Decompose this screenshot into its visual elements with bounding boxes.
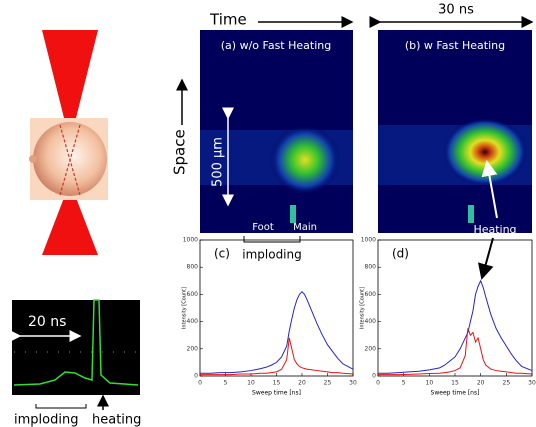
time-label: Time [209, 11, 247, 29]
inset-imploding: imploding [14, 413, 78, 427]
foot-label: Foot [252, 222, 274, 233]
y-axis-label: Intensity [Count] [182, 287, 188, 329]
y-tick-label: 400 [187, 318, 199, 325]
x-axis-label: Sweep time [ns] [431, 390, 480, 397]
inset-span: 20 ns [28, 314, 66, 330]
series-line [200, 337, 354, 376]
series-line [378, 279, 533, 374]
panel-label: (d) [392, 247, 409, 261]
panel-label: (a) w/o Fast Heating [221, 39, 331, 52]
x-tick-label: 30 [528, 380, 536, 387]
scale-label: 500 μm [211, 137, 226, 187]
heating-label: Heating [473, 223, 516, 236]
streak-image-b: (b) w Fast Heating Heating [378, 30, 532, 236]
x-tick-label: 15 [451, 380, 459, 387]
y-tick-label: 1000 [183, 237, 198, 244]
y-tick-label: 0 [194, 373, 198, 380]
x-tick-label: 0 [198, 380, 202, 387]
streak-image-a: (a) w/o Fast Heating 500 μm Foot Main [200, 30, 353, 233]
panel-label: (b) w Fast Heating [405, 39, 505, 52]
x-tick-label: 5 [224, 380, 228, 387]
y-tick-label: 600 [365, 291, 377, 298]
target-illustration [29, 30, 108, 255]
y-tick-label: 400 [365, 318, 377, 325]
inset-trace: 20 ns imploding heating [9, 299, 141, 427]
series-line [378, 328, 533, 376]
x-tick-label: 20 [477, 380, 485, 387]
y-tick-label: 0 [372, 373, 376, 380]
x-tick-label: 5 [402, 380, 406, 387]
x-tick-label: 10 [426, 380, 434, 387]
inset-heating: heating [92, 413, 141, 427]
x-tick-label: 25 [503, 380, 511, 387]
x-tick-label: 30 [349, 380, 357, 387]
y-tick-label: 200 [365, 345, 377, 352]
y-axis-label: Intensity [Count] [360, 287, 366, 329]
y-tick-label: 800 [187, 264, 199, 271]
x-tick-label: 25 [324, 380, 332, 387]
panel-label: (c) [214, 247, 230, 261]
main-label: Main [293, 222, 317, 233]
imploding-label: imploding [242, 248, 302, 262]
x-tick-label: 20 [298, 380, 306, 387]
x-tick-label: 0 [376, 380, 380, 387]
x-tick-label: 10 [247, 380, 255, 387]
space-label: Space [171, 129, 189, 175]
y-tick-label: 600 [187, 291, 199, 298]
span-label: 30 ns [438, 3, 474, 18]
x-tick-label: 15 [273, 380, 281, 387]
y-tick-label: 200 [187, 345, 199, 352]
y-tick-label: 800 [365, 264, 377, 271]
series-line [200, 290, 354, 374]
y-tick-label: 1000 [361, 237, 376, 244]
x-axis-label: Sweep time [ns] [252, 390, 301, 397]
